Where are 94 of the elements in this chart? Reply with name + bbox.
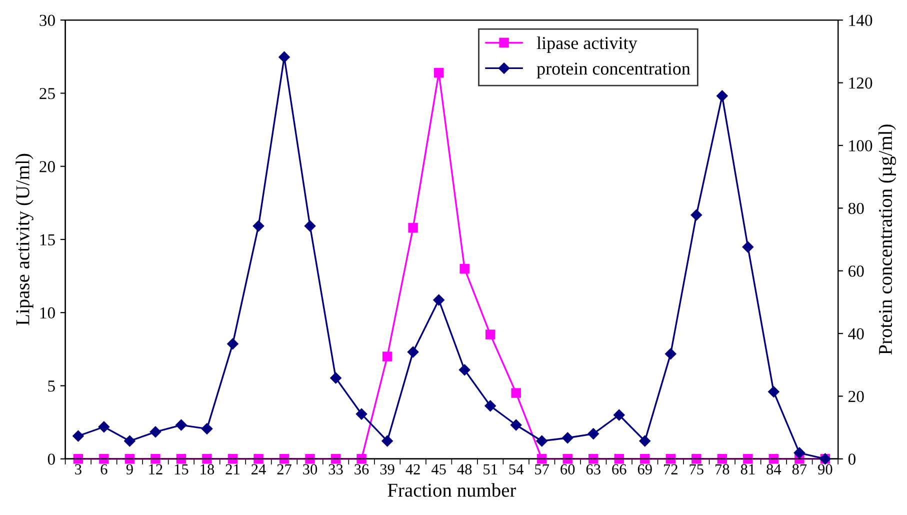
x-tick-label: 6 bbox=[100, 464, 108, 474]
point bbox=[99, 454, 109, 464]
point bbox=[252, 220, 264, 232]
point bbox=[227, 338, 238, 350]
point bbox=[356, 454, 366, 464]
point bbox=[408, 222, 418, 233]
x-tick-label: 48 bbox=[457, 464, 472, 474]
y-axis-title: Lipase activity (U/ml) bbox=[16, 154, 34, 326]
point bbox=[510, 419, 522, 431]
point bbox=[562, 454, 572, 464]
x-tick-label: 3 bbox=[75, 464, 82, 474]
point bbox=[614, 409, 625, 421]
point bbox=[434, 68, 444, 78]
point bbox=[150, 426, 162, 438]
point bbox=[460, 264, 470, 274]
x-tick-label: 51 bbox=[484, 464, 498, 474]
x-tick-label: 81 bbox=[740, 464, 755, 474]
point bbox=[511, 388, 521, 398]
y2-tick-label: 120 bbox=[849, 77, 872, 89]
point bbox=[202, 454, 212, 464]
x-tick-label: 15 bbox=[174, 464, 188, 474]
point bbox=[458, 364, 470, 376]
x-tick-label: 69 bbox=[638, 464, 652, 474]
point bbox=[433, 294, 444, 306]
point bbox=[562, 432, 574, 444]
legend-label: lipase activity bbox=[536, 36, 638, 53]
x-tick-label: 60 bbox=[560, 464, 575, 474]
point bbox=[382, 435, 393, 447]
point bbox=[536, 435, 548, 447]
legend-label: protein concentration bbox=[536, 62, 690, 78]
point bbox=[356, 408, 368, 420]
x-tick-label: 42 bbox=[406, 464, 420, 474]
point bbox=[407, 346, 419, 358]
y-tick-label: 10 bbox=[40, 307, 55, 319]
y2-tick-label: 80 bbox=[848, 202, 864, 214]
x-tick-label: 78 bbox=[716, 464, 730, 474]
y2-tick-label: 20 bbox=[848, 390, 864, 402]
x-tick-label: 21 bbox=[226, 464, 240, 474]
y2-tick-label: 100 bbox=[849, 140, 872, 152]
point bbox=[768, 386, 780, 398]
point bbox=[665, 348, 676, 360]
y2-tick-label: 140 bbox=[849, 14, 872, 26]
x-tick-label: 90 bbox=[818, 464, 832, 474]
x-tick-label: 30 bbox=[303, 464, 318, 474]
point bbox=[639, 435, 650, 447]
x-tick-label: 9 bbox=[126, 464, 133, 474]
point bbox=[382, 352, 392, 362]
x-tick-label: 57 bbox=[535, 464, 550, 474]
y-tick-label: 5 bbox=[48, 380, 55, 392]
x-tick-label: 36 bbox=[354, 464, 369, 474]
point bbox=[692, 454, 702, 464]
x-tick-label: 33 bbox=[328, 464, 343, 474]
y-tick-label: 25 bbox=[40, 88, 55, 100]
x-tick-label: 66 bbox=[612, 464, 626, 474]
point bbox=[72, 430, 84, 442]
point bbox=[124, 435, 136, 447]
x-axis-title: Fraction number bbox=[388, 483, 516, 497]
point bbox=[588, 428, 599, 440]
x-tick-label: 12 bbox=[149, 464, 162, 474]
point bbox=[304, 220, 316, 232]
point bbox=[150, 454, 160, 464]
x-tick-label: 72 bbox=[664, 464, 678, 474]
point bbox=[794, 447, 806, 459]
x-tick-label: 87 bbox=[792, 464, 807, 474]
point bbox=[484, 400, 496, 412]
x-tick-label: 63 bbox=[586, 464, 600, 474]
point bbox=[201, 423, 213, 434]
point bbox=[743, 454, 753, 464]
y2-tick-label: 60 bbox=[848, 266, 864, 277]
point bbox=[305, 454, 315, 464]
x-tick-label: 84 bbox=[766, 464, 782, 474]
point bbox=[742, 241, 754, 253]
point bbox=[98, 421, 110, 433]
y2-tick-label: 0 bbox=[848, 454, 856, 465]
x-tick-label: 18 bbox=[200, 464, 214, 474]
point bbox=[716, 90, 728, 102]
x-tick-label: 45 bbox=[431, 464, 446, 474]
point bbox=[176, 419, 187, 431]
point bbox=[485, 330, 496, 340]
y-tick-label: 20 bbox=[40, 161, 55, 172]
y-tick-label: 0 bbox=[48, 454, 55, 465]
y-tick-label: 30 bbox=[40, 14, 55, 26]
y2-axis-title: Protein concentration (µg/ml) bbox=[878, 124, 896, 355]
x-tick-label: 27 bbox=[277, 464, 292, 474]
point bbox=[330, 372, 342, 384]
point bbox=[254, 454, 264, 464]
y2-tick-label: 40 bbox=[848, 328, 864, 340]
point bbox=[690, 209, 702, 221]
x-tick-label: 75 bbox=[690, 464, 704, 474]
x-tick-label: 54 bbox=[509, 464, 524, 474]
x-tick-label: 24 bbox=[252, 464, 266, 474]
point bbox=[278, 51, 290, 63]
x-tick-label: 39 bbox=[380, 464, 394, 474]
y-tick-label: 15 bbox=[40, 234, 55, 246]
